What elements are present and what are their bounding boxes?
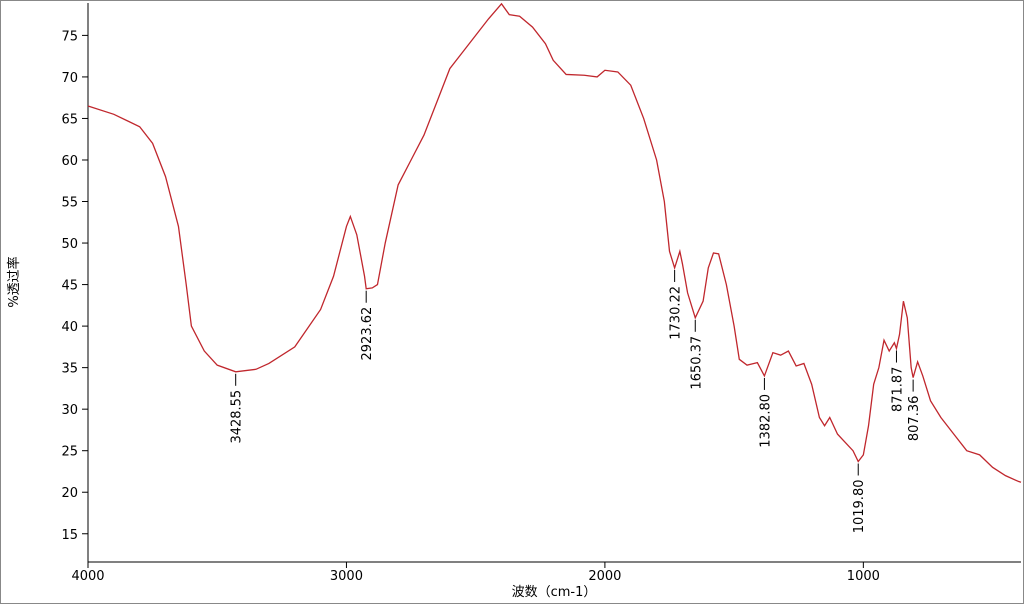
- y-tick-label: 15: [61, 528, 78, 543]
- spectrum-line: [87, 2, 1022, 483]
- peak-label: 3428.55: [230, 390, 245, 444]
- peak-label: 1650.37: [689, 336, 704, 390]
- x-tick-label: 1000: [847, 569, 880, 584]
- peak-label: 807.36: [907, 396, 922, 442]
- y-tick-label: 35: [61, 362, 78, 377]
- peak-label: 2923.62: [360, 307, 375, 361]
- y-tick-label: 55: [61, 196, 78, 211]
- y-tick-label: 45: [61, 279, 78, 294]
- x-tick-label: 4000: [71, 569, 104, 584]
- y-tick-label: 50: [61, 237, 78, 252]
- y-tick-label: 40: [61, 320, 78, 335]
- peak-label: 871.87: [890, 367, 905, 413]
- y-tick-label: 65: [61, 112, 78, 127]
- x-tick-label: 3000: [330, 569, 363, 584]
- y-tick-label: 60: [61, 154, 78, 169]
- y-tick-label: 70: [61, 71, 78, 86]
- y-tick-label: 25: [61, 445, 78, 460]
- x-tick-label: 2000: [588, 569, 621, 584]
- peak-label: 1382.80: [758, 394, 773, 448]
- y-axis-title: %透过率: [6, 256, 22, 307]
- peak-label: 1730.22: [669, 286, 684, 340]
- y-tick-label: 75: [61, 29, 78, 44]
- x-axis-title: 波数（cm-1）: [512, 585, 597, 600]
- peak-label: 1019.80: [852, 479, 867, 533]
- y-tick-label: 20: [61, 486, 78, 501]
- y-tick-label: 30: [61, 403, 78, 418]
